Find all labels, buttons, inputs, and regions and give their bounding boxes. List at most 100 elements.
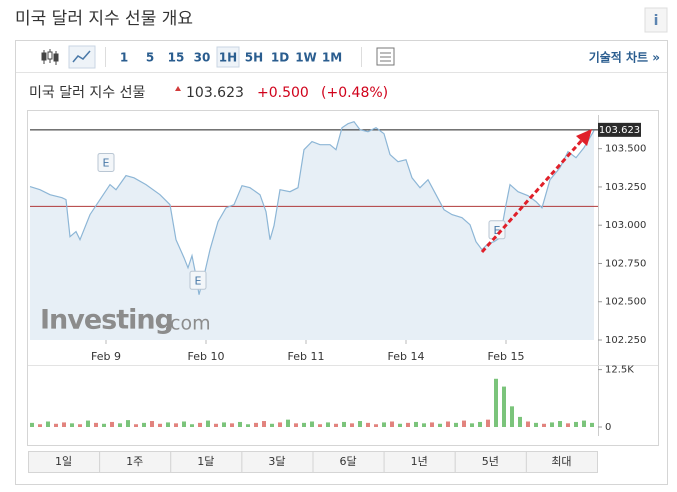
volume-bar [150, 421, 154, 427]
x-tick-label: Feb 15 [488, 350, 525, 363]
volume-bar [406, 422, 410, 427]
volume-bar [294, 423, 298, 427]
interval-button[interactable]: 5H [245, 51, 263, 65]
volume-bar [214, 423, 218, 427]
up-arrow [175, 86, 181, 91]
volume-bar [206, 420, 210, 427]
table-icon[interactable] [376, 47, 395, 66]
volume-bar [358, 421, 362, 427]
volume-bar [30, 422, 34, 427]
event-marker[interactable] [97, 152, 115, 172]
volume-bar [390, 421, 394, 427]
y-tick-label: 102.250 [605, 335, 646, 346]
interval-button[interactable]: 1H [219, 51, 237, 65]
volume-bar [462, 420, 466, 427]
volume-bar [86, 420, 90, 427]
y-tick-label: 103.250 [605, 182, 646, 193]
volume-bar [334, 423, 338, 427]
volume-bar [254, 422, 258, 427]
volume-bar [102, 423, 106, 427]
interval-button[interactable]: 30 [194, 51, 211, 65]
line-chart-icon[interactable] [72, 50, 91, 63]
quote-price: 103.623 [186, 85, 244, 101]
range-label[interactable]: 3달 [268, 455, 285, 468]
range-label[interactable]: 1일 [55, 454, 72, 468]
quote-name: 미국 달러 지수 선물 [29, 85, 146, 101]
x-tick-label: Feb 14 [388, 350, 425, 363]
volume-bar [438, 423, 442, 427]
volume-bar [446, 421, 450, 427]
volume-bar [430, 422, 434, 427]
interval-selected[interactable] [216, 46, 240, 68]
volume-bar [534, 422, 538, 427]
candle-icon[interactable] [41, 49, 59, 65]
range-button[interactable] [525, 451, 598, 473]
event-marker[interactable] [189, 270, 207, 290]
interval-button[interactable]: 5 [146, 51, 154, 65]
x-tick-label: Feb 9 [91, 350, 121, 363]
volume-bar [374, 424, 378, 427]
volume-bar [518, 416, 522, 427]
volume-bar [502, 386, 506, 427]
volume-bar [366, 422, 370, 427]
volume-bar [590, 422, 594, 427]
volume-bar [134, 424, 138, 427]
interval-button[interactable]: 1W [295, 51, 317, 65]
volume-bar [94, 422, 98, 427]
volume-bar [262, 421, 266, 427]
volume-bar [174, 423, 178, 427]
volume-bar [270, 423, 274, 427]
interval-group: 1 5 15 30 1H 5H 1D 1W 1M [120, 46, 342, 68]
volume-bar [310, 421, 314, 427]
watermark: Investing .com [40, 305, 211, 336]
info-icon[interactable]: i [654, 13, 659, 29]
volume-bar [526, 421, 530, 427]
range-label[interactable]: 1년 [411, 455, 428, 468]
volume-bar [486, 419, 490, 427]
range-label[interactable]: 6달 [340, 455, 357, 468]
x-tick-label: Feb 10 [188, 350, 225, 363]
volume-bar [46, 421, 50, 427]
volume-bar [278, 422, 282, 427]
event-label[interactable]: E [494, 224, 501, 237]
volume-bar [182, 421, 186, 427]
interval-button[interactable]: 1 [120, 51, 128, 65]
range-label[interactable]: 최대 [551, 455, 571, 468]
event-label[interactable]: E [195, 274, 202, 287]
technical-chart-link[interactable]: 기술적 차트 » [589, 50, 660, 65]
range-label[interactable]: 1주 [126, 455, 143, 468]
y-tick-label: 103.500 [605, 144, 646, 155]
y-tick-label: 103.000 [605, 220, 646, 231]
volume-bar [470, 423, 474, 427]
interval-button[interactable]: 1D [271, 51, 289, 65]
volume-bar [574, 421, 578, 427]
volume-bar [54, 423, 58, 427]
volume-bar [238, 421, 242, 427]
watermark-brand: Investing [40, 305, 173, 336]
volume-bar [166, 422, 170, 427]
volume-bar [246, 424, 250, 427]
event-marker[interactable] [488, 220, 506, 240]
line-chart-button[interactable] [68, 45, 96, 69]
y-tick-label: 102.750 [605, 258, 646, 269]
event-label[interactable]: E [103, 156, 110, 169]
volume-bar [566, 423, 570, 427]
volume-bar [382, 422, 386, 427]
volume-bar [318, 424, 322, 427]
interval-button[interactable]: 1M [322, 51, 342, 65]
range-label[interactable]: 5년 [482, 455, 499, 468]
watermark-suffix: .com [164, 313, 211, 335]
volume-bar [478, 421, 482, 427]
volume-bar [198, 422, 202, 427]
volume-bar [110, 421, 114, 427]
volume-bar [550, 422, 554, 427]
info-button[interactable] [644, 7, 668, 33]
volume-bar [62, 422, 66, 427]
volume-bar [38, 424, 42, 427]
y-tick-label: 102.500 [605, 297, 646, 308]
volume-bar [542, 423, 546, 427]
range-label[interactable]: 1달 [197, 455, 214, 468]
volume-bar [422, 423, 426, 427]
interval-button[interactable]: 15 [168, 51, 185, 65]
